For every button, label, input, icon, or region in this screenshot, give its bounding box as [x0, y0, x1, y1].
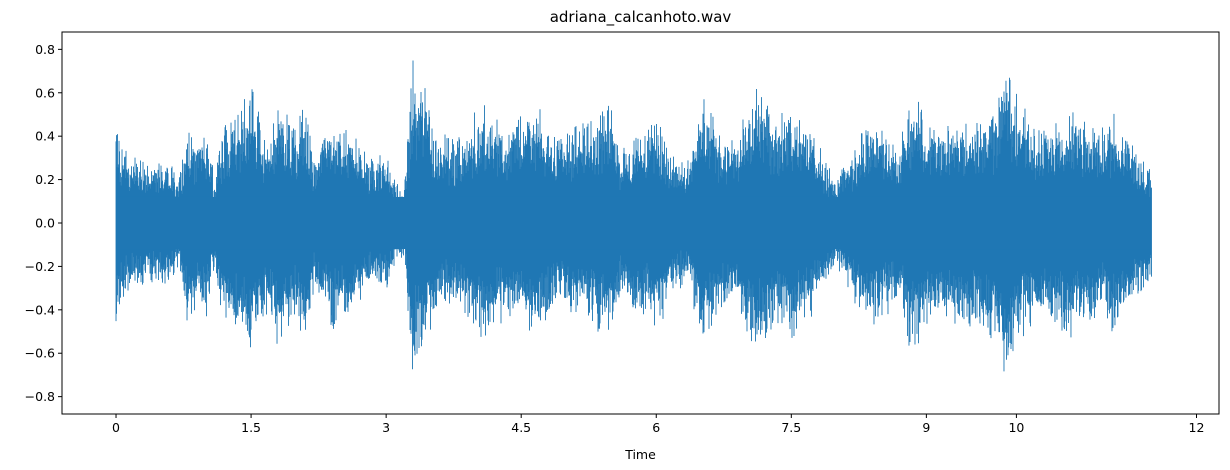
chart-title: adriana_calcanhoto.wav — [550, 8, 732, 27]
y-tick-label: −0.8 — [25, 389, 55, 404]
y-tick-label: −0.2 — [25, 259, 55, 274]
x-tick-label: 4.5 — [511, 420, 531, 435]
x-tick-label: 3 — [382, 420, 390, 435]
x-tick-label: 7.5 — [781, 420, 801, 435]
y-tick-label: 0.2 — [35, 172, 55, 187]
waveform-core — [116, 196, 1152, 250]
y-tick-label: 0.4 — [35, 129, 55, 144]
y-tick-label: 0.0 — [35, 216, 55, 231]
x-tick-label: 9 — [922, 420, 930, 435]
x-axis-label: Time — [624, 447, 656, 462]
x-tick-label: 0 — [112, 420, 120, 435]
plot-area — [61, 31, 1220, 415]
y-axis-ticks: 0.8 0.6 0.4 0.2 0.0 −0.2 −0.4 −0.6 −0.8 — [25, 42, 62, 404]
x-tick-label: 10 — [1008, 420, 1024, 435]
x-tick-label: 6 — [652, 420, 660, 435]
y-tick-label: 0.8 — [35, 42, 55, 57]
waveform-series — [115, 60, 1152, 372]
y-tick-label: −0.4 — [25, 302, 55, 317]
x-tick-label: 1.5 — [241, 420, 261, 435]
y-tick-label: 0.6 — [35, 85, 55, 100]
x-tick-label: 12 — [1189, 420, 1205, 435]
x-axis-ticks: 0 1.5 3 4.5 6 7.5 9 10 12 — [112, 414, 1204, 435]
y-tick-label: −0.6 — [25, 346, 55, 361]
